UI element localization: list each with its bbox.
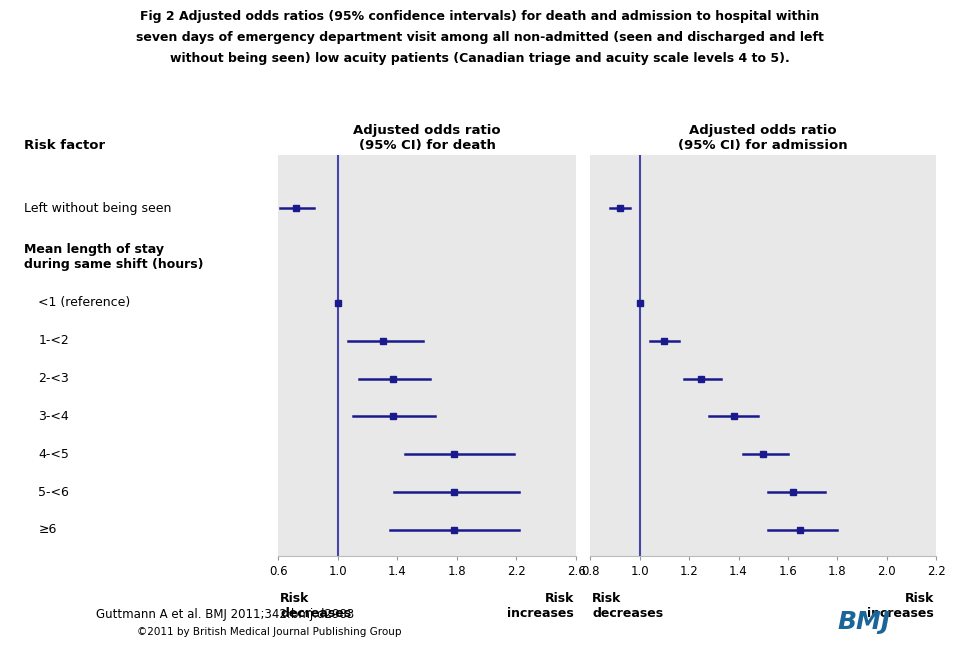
Text: 3-<4: 3-<4	[38, 410, 69, 423]
Text: 5-<6: 5-<6	[38, 486, 69, 499]
Text: <1 (reference): <1 (reference)	[38, 296, 131, 309]
Text: Mean length of stay
during same shift (hours): Mean length of stay during same shift (h…	[24, 243, 204, 272]
Text: Risk
increases: Risk increases	[507, 592, 574, 620]
Text: without being seen) low acuity patients (Canadian triage and acuity scale levels: without being seen) low acuity patients …	[170, 52, 790, 65]
Text: Risk
decreases: Risk decreases	[592, 592, 663, 620]
Text: 4-<5: 4-<5	[38, 448, 69, 461]
Text: Adjusted odds ratio
(95% CI) for death: Adjusted odds ratio (95% CI) for death	[353, 124, 501, 152]
Text: BMJ: BMJ	[837, 610, 891, 634]
Text: 1-<2: 1-<2	[38, 334, 69, 347]
Text: Left without being seen: Left without being seen	[24, 202, 172, 215]
Text: Risk factor: Risk factor	[24, 139, 106, 152]
Text: Risk
increases: Risk increases	[867, 592, 934, 620]
Text: ≥6: ≥6	[38, 523, 57, 536]
Text: Fig 2 Adjusted odds ratios (95% confidence intervals) for death and admission to: Fig 2 Adjusted odds ratios (95% confiden…	[140, 10, 820, 23]
Text: ©2011 by British Medical Journal Publishing Group: ©2011 by British Medical Journal Publish…	[136, 628, 401, 637]
Text: Risk
decreases: Risk decreases	[280, 592, 351, 620]
Text: 2-<3: 2-<3	[38, 372, 69, 385]
Text: Adjusted odds ratio
(95% CI) for admission: Adjusted odds ratio (95% CI) for admissi…	[679, 124, 848, 152]
Text: seven days of emergency department visit among all non-admitted (seen and discha: seven days of emergency department visit…	[136, 31, 824, 44]
Text: Guttmann A et al. BMJ 2011;342:bmj.d2983: Guttmann A et al. BMJ 2011;342:bmj.d2983	[96, 608, 354, 621]
